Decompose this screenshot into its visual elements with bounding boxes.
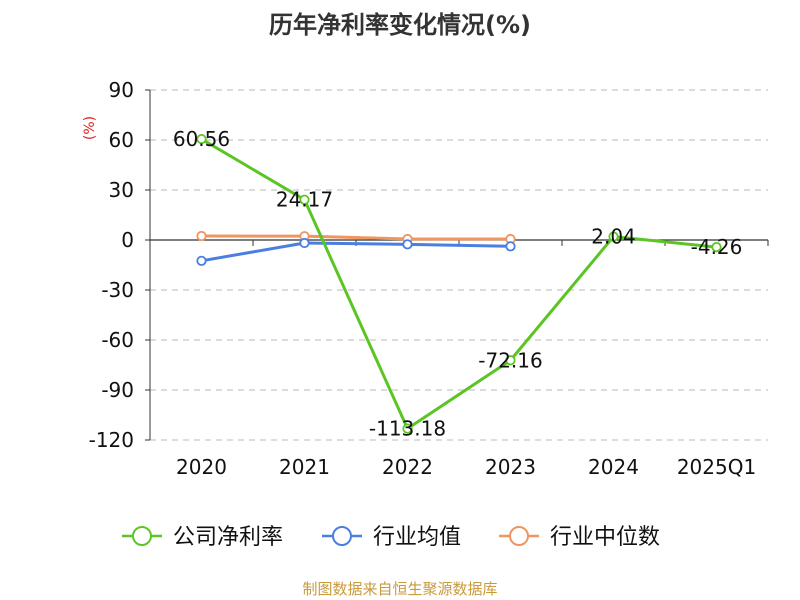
data-point	[608, 231, 619, 242]
y-tick-label: -120	[89, 428, 134, 452]
data-label: 2.04	[591, 225, 636, 249]
axes: 90 60 30 0 -30 -60 -90 -120 2020 2021 2022 2023 2024…	[89, 78, 769, 479]
data-point	[196, 230, 207, 242]
y-tick-label: 30	[109, 178, 134, 202]
y-tick-label: -90	[101, 378, 134, 402]
legend-label: 行业均值	[373, 525, 461, 550]
data-point	[402, 423, 413, 434]
data-label: 24.17	[276, 188, 333, 212]
data-point	[711, 242, 722, 253]
series-line	[201, 241, 511, 263]
x-tick-label: 2023	[485, 455, 536, 479]
y-tick-label: 90	[109, 78, 134, 102]
data-point	[196, 255, 207, 266]
y-tick-label: -60	[101, 328, 134, 352]
x-tick-label: 2021	[279, 455, 330, 479]
legend-marker	[509, 526, 529, 546]
x-tick-label: 2020	[176, 455, 227, 479]
source-note: 制图数据来自恒生聚源数据库	[302, 580, 497, 598]
grid-lines	[150, 89, 768, 441]
data-point	[505, 355, 516, 366]
chart-title: 历年净利率变化情况(%)	[269, 11, 531, 39]
legend: 公司净利率 行业均值 行业中位数	[122, 525, 660, 550]
data-point	[299, 237, 310, 249]
data-point	[299, 194, 310, 205]
y-tick-label: 0	[121, 228, 134, 252]
x-tick-label: 2024	[588, 455, 639, 479]
y-tick-label: 60	[109, 128, 134, 152]
x-tick-label: 2022	[382, 455, 433, 479]
legend-marker	[332, 526, 352, 546]
data-point	[402, 239, 413, 250]
data-point	[196, 133, 207, 145]
legend-label: 行业中位数	[550, 525, 660, 550]
x-tick-label: 2025Q1	[677, 455, 756, 479]
y-tick-label: -30	[101, 278, 134, 302]
data-label: -72.16	[478, 348, 542, 372]
legend-label: 公司净利率	[173, 525, 283, 550]
series-line	[201, 234, 511, 241]
data-labels: 60.56 24.17 -113.18 -72.16 2.04 -4.26	[173, 127, 743, 441]
data-label: -113.18	[369, 417, 446, 441]
legend-marker	[132, 526, 152, 546]
data-label: 60.56	[173, 127, 230, 151]
y-axis-unit-label: (%)	[82, 116, 98, 140]
data-point	[505, 241, 516, 252]
data-label: -4.26	[691, 235, 743, 259]
series-line	[200, 137, 717, 431]
series-lines	[196, 133, 722, 434]
